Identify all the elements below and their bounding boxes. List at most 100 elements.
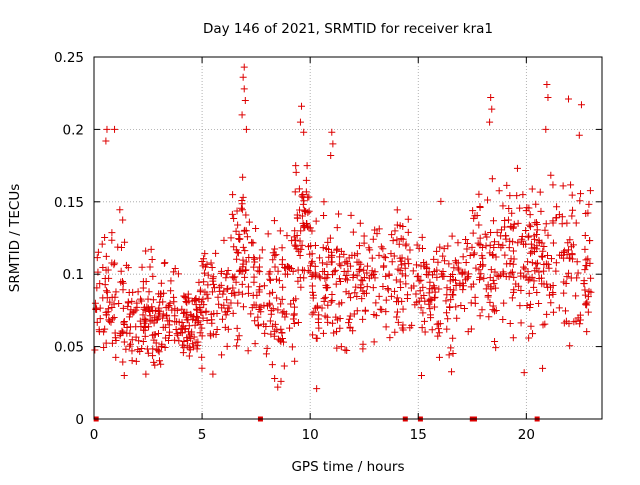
data-point bbox=[379, 245, 387, 253]
data-point bbox=[127, 340, 135, 348]
data-point bbox=[507, 269, 515, 277]
data-point bbox=[110, 314, 118, 322]
data-point bbox=[476, 202, 484, 210]
data-point bbox=[509, 260, 517, 268]
data-point bbox=[266, 290, 274, 298]
data-point bbox=[361, 306, 369, 314]
data-point bbox=[112, 336, 120, 344]
data-point bbox=[278, 295, 286, 303]
data-point bbox=[126, 342, 134, 350]
data-point bbox=[243, 233, 251, 241]
data-point bbox=[229, 284, 237, 292]
data-point bbox=[328, 128, 336, 136]
data-point bbox=[552, 214, 560, 222]
data-point bbox=[349, 228, 357, 236]
data-point bbox=[105, 316, 113, 324]
data-point bbox=[241, 273, 249, 281]
data-point bbox=[527, 240, 535, 248]
data-point bbox=[224, 266, 232, 274]
data-point bbox=[336, 324, 344, 332]
data-point bbox=[464, 273, 472, 281]
data-point bbox=[181, 309, 189, 317]
data-point bbox=[93, 318, 101, 326]
data-point bbox=[407, 284, 415, 292]
data-point bbox=[356, 265, 364, 273]
data-point bbox=[543, 310, 551, 318]
data-point bbox=[478, 306, 486, 314]
data-point bbox=[101, 233, 109, 241]
data-point bbox=[345, 290, 353, 298]
data-point bbox=[291, 236, 299, 244]
data-point bbox=[166, 328, 174, 336]
data-point bbox=[304, 209, 312, 217]
data-point bbox=[271, 374, 279, 382]
data-point bbox=[421, 328, 429, 336]
ticks-layer: 0 5 10 15 20 0 0.05 0.1 0.15 0.2 0.25 bbox=[54, 50, 602, 443]
data-point bbox=[138, 297, 146, 305]
data-point bbox=[582, 256, 590, 264]
data-point bbox=[319, 329, 327, 337]
data-point bbox=[393, 308, 401, 316]
data-point bbox=[280, 362, 288, 370]
data-point bbox=[327, 298, 335, 306]
data-point bbox=[308, 250, 316, 258]
data-point bbox=[471, 293, 479, 301]
data-point bbox=[399, 321, 407, 329]
data-point bbox=[577, 101, 585, 109]
data-point bbox=[271, 327, 279, 335]
data-point bbox=[157, 360, 165, 368]
data-point bbox=[501, 223, 509, 231]
data-point bbox=[146, 308, 154, 316]
data-point bbox=[425, 289, 433, 297]
data-point bbox=[470, 214, 478, 222]
data-point bbox=[565, 246, 573, 254]
data-point bbox=[462, 259, 470, 267]
data-point bbox=[152, 316, 160, 324]
data-point bbox=[533, 264, 541, 272]
data-point bbox=[101, 281, 109, 289]
data-point bbox=[208, 264, 216, 272]
data-point bbox=[296, 252, 304, 260]
data-point bbox=[210, 280, 218, 288]
data-point bbox=[453, 314, 461, 322]
data-point bbox=[469, 280, 477, 288]
data-point bbox=[254, 267, 262, 275]
data-point bbox=[342, 271, 350, 279]
data-point bbox=[122, 345, 130, 353]
data-point bbox=[584, 255, 592, 263]
data-point bbox=[224, 325, 232, 333]
data-point bbox=[463, 239, 471, 247]
data-point bbox=[562, 317, 570, 325]
data-point bbox=[402, 272, 410, 280]
data-point bbox=[540, 267, 548, 275]
data-point bbox=[363, 262, 371, 270]
data-point bbox=[158, 343, 166, 351]
data-point bbox=[204, 294, 212, 302]
data-point bbox=[470, 249, 478, 257]
data-point bbox=[488, 175, 496, 183]
data-point bbox=[514, 219, 522, 227]
data-point bbox=[276, 227, 284, 235]
data-point bbox=[549, 181, 557, 189]
data-point bbox=[233, 248, 241, 256]
data-point bbox=[239, 173, 247, 181]
data-point bbox=[244, 289, 252, 297]
data-point bbox=[234, 249, 242, 257]
data-point bbox=[370, 338, 378, 346]
data-point bbox=[435, 285, 443, 293]
data-point bbox=[123, 329, 131, 337]
data-point bbox=[376, 305, 384, 313]
data-point bbox=[98, 240, 106, 248]
data-point bbox=[91, 346, 99, 354]
data-point bbox=[573, 258, 581, 266]
data-point bbox=[207, 259, 215, 267]
data-point bbox=[545, 264, 553, 272]
data-point bbox=[244, 283, 252, 291]
data-point bbox=[449, 291, 457, 299]
data-point bbox=[371, 226, 379, 234]
x-axis-label: GPS time / hours bbox=[291, 459, 404, 475]
data-point bbox=[466, 252, 474, 260]
data-point bbox=[530, 244, 538, 252]
data-point bbox=[283, 263, 291, 271]
data-point bbox=[180, 309, 188, 317]
